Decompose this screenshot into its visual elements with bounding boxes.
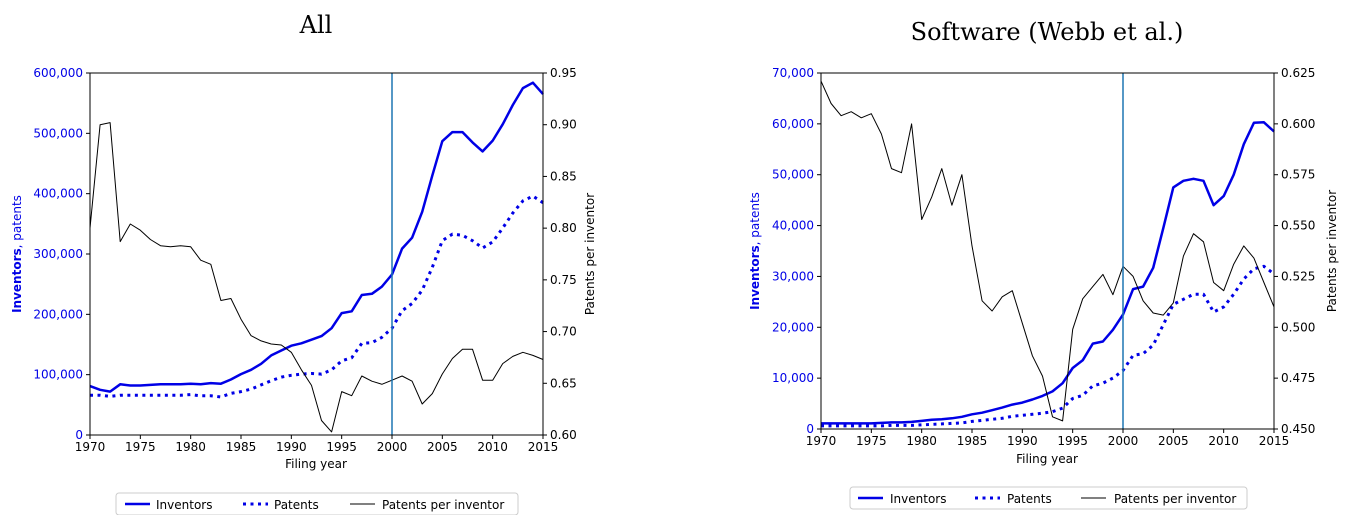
legend-right: Inventors Patents Patents per inventor <box>849 486 1248 510</box>
y2-tick-label: 0.65 <box>550 376 577 390</box>
x-tick-label: 2015 <box>1259 434 1290 448</box>
y2-tick-label: 0.450 <box>1281 422 1315 436</box>
y2-tick-label: 0.90 <box>550 118 577 132</box>
legend-label-inventors: Inventors <box>156 498 212 512</box>
legend-frame <box>115 492 519 515</box>
x-tick-label: 2005 <box>427 440 458 454</box>
y2-axis-label: Patents per inventor <box>583 193 597 315</box>
x-tick-label: 1990 <box>1007 434 1038 448</box>
chart-software: Software (Webb et al.) 1970 1975 1980 1985 1… <box>748 18 1339 466</box>
y-tick-label: 0 <box>75 428 83 442</box>
y-tick-label: 0 <box>806 422 814 436</box>
y-tick-label: 100,000 <box>33 368 83 382</box>
y-tick-label: 200,000 <box>33 307 83 321</box>
y-axis-label-rest: , patents <box>748 192 762 245</box>
legend-label-ppi: Patents per inventor <box>382 498 504 512</box>
series-line-patents <box>821 264 1275 428</box>
plot-frame <box>89 72 544 436</box>
y-tick-label: 300,000 <box>33 247 83 261</box>
y-axis-label: Inventors, patents <box>748 192 762 310</box>
y2-tick-label: 0.70 <box>550 325 577 339</box>
y-tick-label: 600,000 <box>33 66 83 80</box>
legend-frame <box>849 486 1248 510</box>
x-tick-label: 1970 <box>75 440 106 454</box>
x-tick-label: 1980 <box>175 440 206 454</box>
y-tick-label: 50,000 <box>772 168 814 182</box>
y-tick-label: 40,000 <box>772 219 814 233</box>
y2-tick-label: 0.475 <box>1281 371 1315 385</box>
y-tick-label: 20,000 <box>772 320 814 334</box>
x-axis-label: Filing year <box>1016 452 1078 466</box>
x-tick-label: 1970 <box>806 434 837 448</box>
y-axis-label: Inventors, patents <box>10 195 24 313</box>
y2-tick-label: 0.525 <box>1281 269 1315 283</box>
chart-title: All <box>299 11 333 39</box>
series-line-inventors <box>821 121 1275 425</box>
x-tick-label: 1980 <box>906 434 937 448</box>
y2-tick-label: 0.550 <box>1281 219 1315 233</box>
x-tick-label: 2015 <box>528 440 559 454</box>
chart-all: All 1970 1975 1980 1985 1990 1995 2000 2005 2010… <box>10 11 597 471</box>
x-tick-label: 1995 <box>1057 434 1088 448</box>
y-tick-label: 60,000 <box>772 117 814 131</box>
y2-tick-label: 0.600 <box>1281 117 1315 131</box>
x-tick-label: 2010 <box>1208 434 1239 448</box>
y2-tick-label: 0.575 <box>1281 168 1315 182</box>
y2-tick-label: 0.85 <box>550 169 577 183</box>
y2-tick-label: 0.60 <box>550 428 577 442</box>
x-tick-label: 2005 <box>1158 434 1189 448</box>
x-tick-label: 2010 <box>477 440 508 454</box>
legend-left: Inventors Patents Patents per inventor <box>115 492 519 515</box>
legend-label-patents: Patents <box>274 498 319 512</box>
x-tick-label: 1975 <box>856 434 887 448</box>
legend-label-patents: Patents <box>1007 492 1052 506</box>
series-line-inventors <box>89 81 544 393</box>
x-axis-label: Filing year <box>285 457 347 471</box>
y2-tick-label: 0.500 <box>1281 320 1315 334</box>
y2-axis-label: Patents per inventor <box>1325 190 1339 312</box>
x-tick-label: 2000 <box>1108 434 1139 448</box>
series-line-patents-per-inventor <box>820 80 1275 422</box>
plot-frame <box>820 72 1275 430</box>
y-tick-label: 70,000 <box>772 66 814 80</box>
y-tick-label: 10,000 <box>772 371 814 385</box>
y-tick-label: 30,000 <box>772 269 814 283</box>
x-tick-label: 1975 <box>125 440 156 454</box>
y-axis-label-bold: Inventors <box>10 248 24 313</box>
x-tick-label: 2000 <box>377 440 408 454</box>
x-tick-label: 1995 <box>326 440 357 454</box>
series-line-patents-per-inventor <box>89 122 544 433</box>
y2-tick-label: 0.75 <box>550 273 577 287</box>
y-axis-label-rest: , patents <box>10 195 24 248</box>
y2-tick-label: 0.80 <box>550 221 577 235</box>
x-tick-label: 1985 <box>957 434 988 448</box>
chart-title: Software (Webb et al.) <box>911 18 1184 46</box>
y2-tick-label: 0.95 <box>550 66 577 80</box>
y-tick-label: 500,000 <box>33 126 83 140</box>
legend-label-ppi: Patents per inventor <box>1114 492 1236 506</box>
legend-label-inventors: Inventors <box>890 492 946 506</box>
y-axis-label-bold: Inventors <box>748 245 762 310</box>
y2-tick-label: 0.625 <box>1281 66 1315 80</box>
x-tick-label: 1990 <box>276 440 307 454</box>
x-tick-label: 1985 <box>226 440 257 454</box>
series-line-patents <box>90 194 544 399</box>
y-tick-label: 400,000 <box>33 187 83 201</box>
